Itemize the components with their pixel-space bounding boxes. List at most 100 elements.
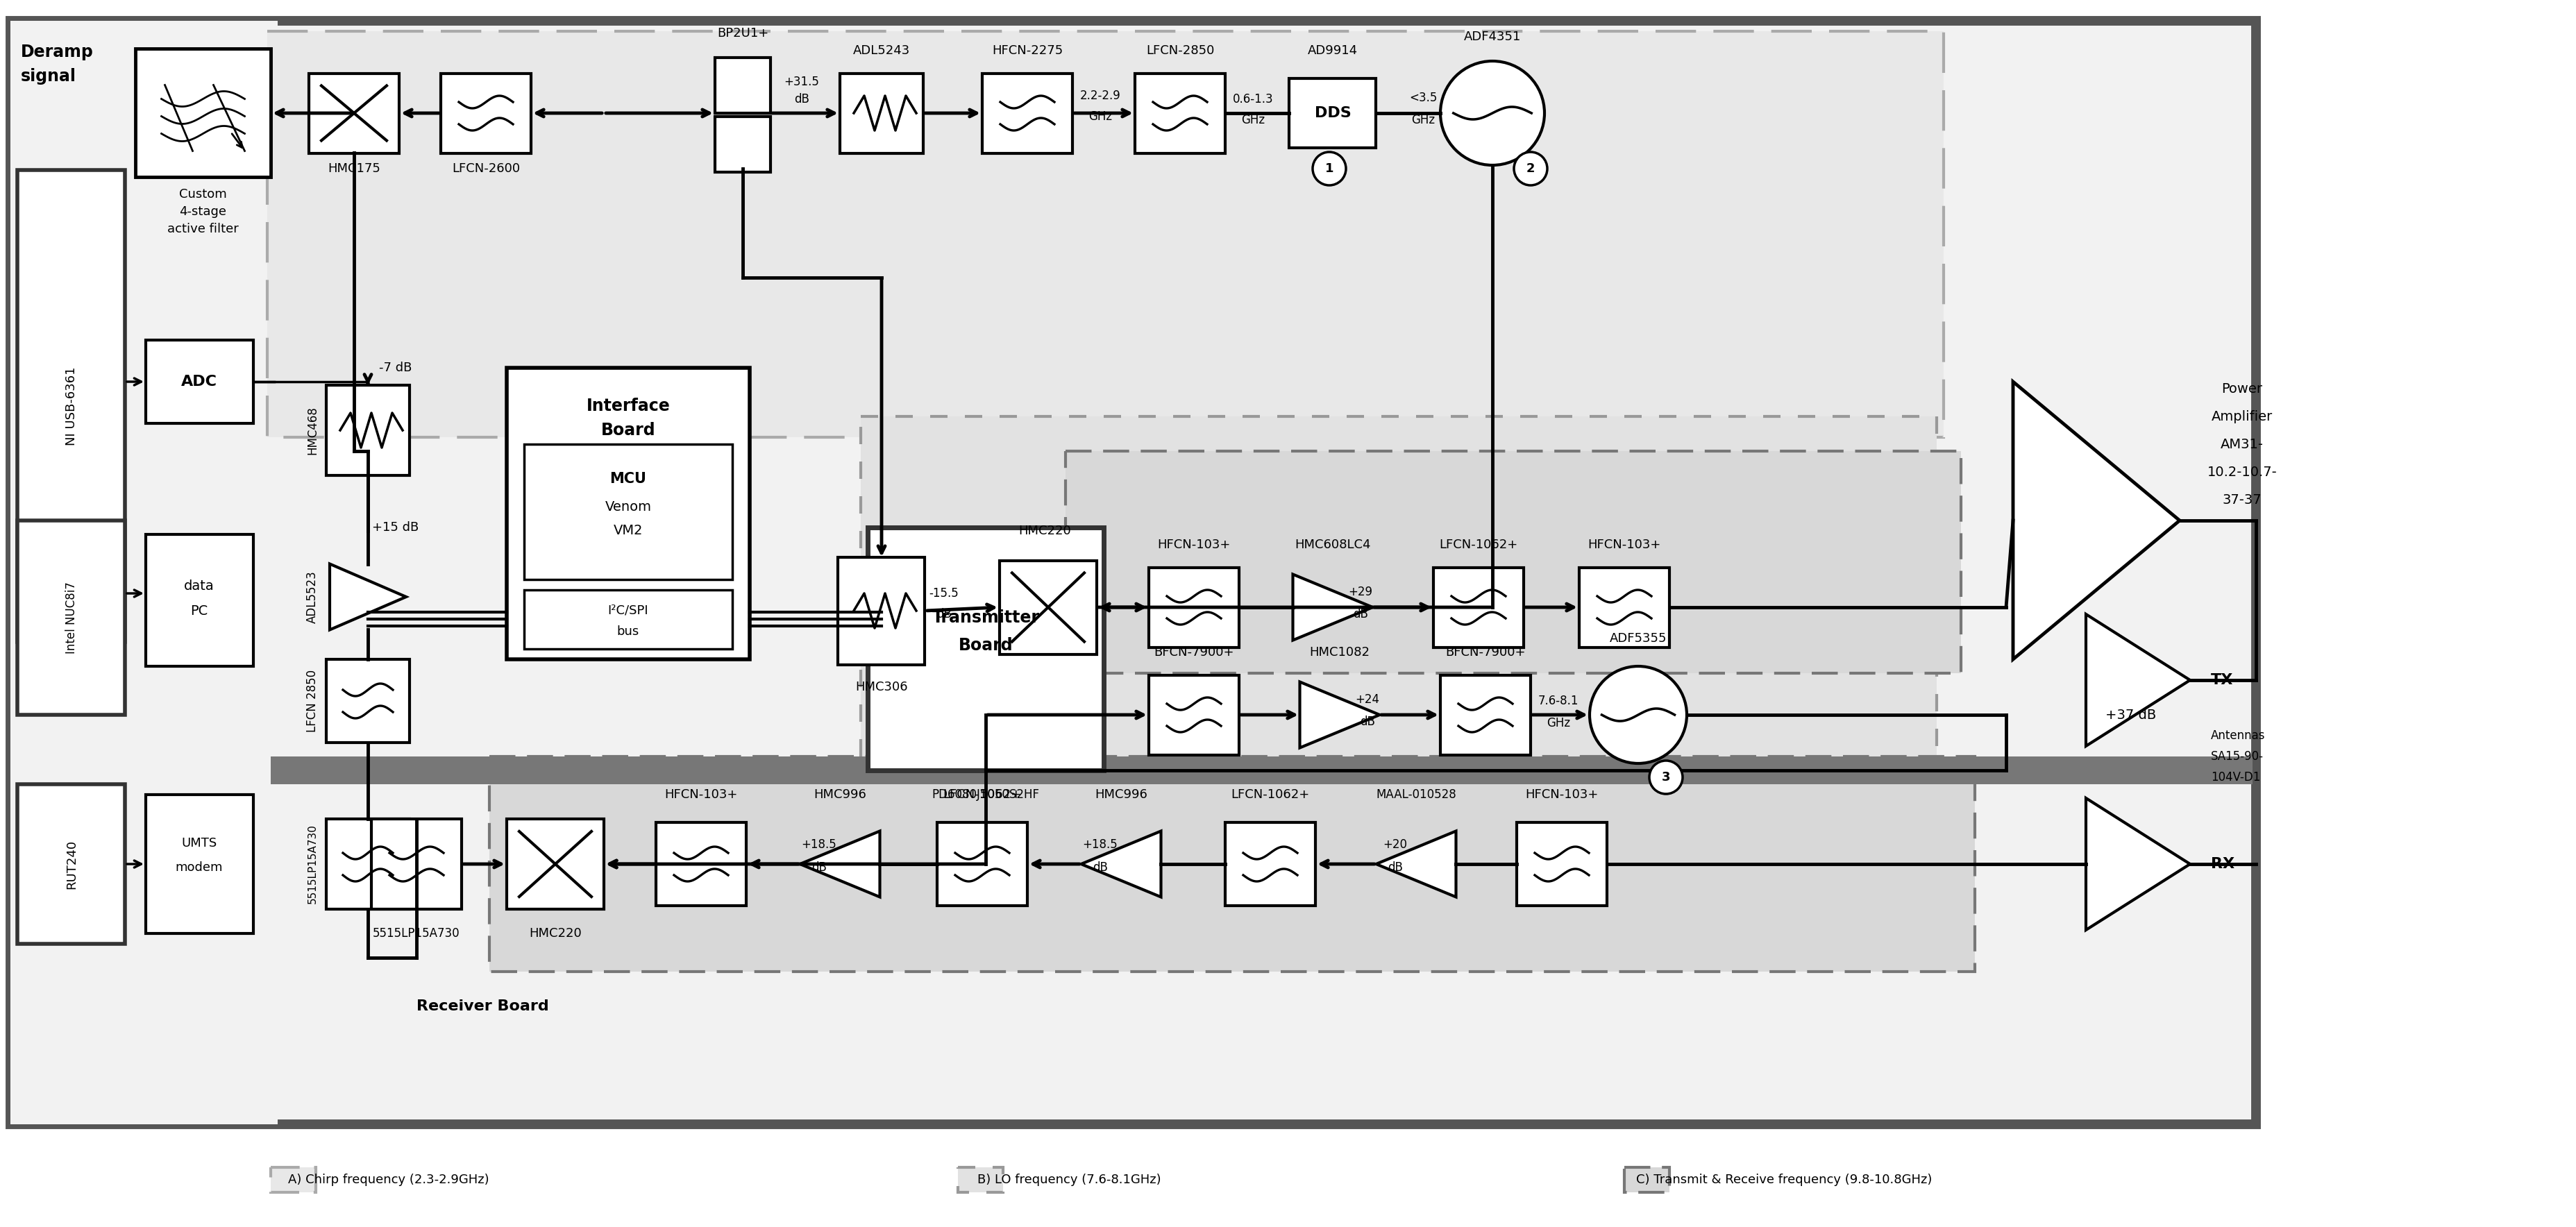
Bar xyxy=(147,340,252,423)
Text: VM2: VM2 xyxy=(613,524,644,537)
Text: signal: signal xyxy=(21,67,77,85)
Text: HMC220: HMC220 xyxy=(1018,525,1072,537)
Text: 37-37: 37-37 xyxy=(2223,493,2262,507)
Text: 2.2-2.9: 2.2-2.9 xyxy=(1079,90,1121,102)
Text: bus: bus xyxy=(616,626,639,638)
Text: +18.5: +18.5 xyxy=(1082,838,1118,850)
Polygon shape xyxy=(2087,798,2190,930)
Text: dB: dB xyxy=(811,861,827,874)
Bar xyxy=(440,74,531,153)
Text: ADF4351: ADF4351 xyxy=(1463,31,1520,43)
Text: LFCN-1062+: LFCN-1062+ xyxy=(1440,539,1517,551)
Bar xyxy=(1149,567,1239,647)
Text: HMC608LC4: HMC608LC4 xyxy=(1293,539,1370,551)
Text: -7 dB: -7 dB xyxy=(379,362,412,374)
Bar xyxy=(270,757,2251,784)
Text: GHz: GHz xyxy=(1087,110,1113,123)
Bar xyxy=(507,368,750,659)
Text: HMC220: HMC220 xyxy=(528,928,582,940)
Text: LFCN-1062+: LFCN-1062+ xyxy=(943,789,1020,801)
Text: dB: dB xyxy=(793,93,809,106)
Text: 2: 2 xyxy=(1525,162,1535,175)
Bar xyxy=(868,528,1103,771)
Bar xyxy=(958,1167,1002,1193)
Text: +24: +24 xyxy=(1355,693,1378,706)
Bar xyxy=(1288,79,1376,147)
Bar xyxy=(999,561,1097,654)
Bar xyxy=(18,520,124,715)
Bar xyxy=(938,822,1028,906)
Text: +31.5: +31.5 xyxy=(783,76,819,88)
Text: NI USB-6361: NI USB-6361 xyxy=(64,367,77,445)
Text: 0.6-1.3: 0.6-1.3 xyxy=(1231,93,1273,106)
Text: +37 dB: +37 dB xyxy=(2105,708,2156,721)
Text: PD6080J5050S2HF: PD6080J5050S2HF xyxy=(933,789,1038,801)
Text: +29: +29 xyxy=(1347,585,1373,599)
Text: C) Transmit & Receive frequency (9.8-10.8GHz): C) Transmit & Receive frequency (9.8-10.… xyxy=(1636,1173,1932,1187)
Polygon shape xyxy=(2087,615,2190,746)
Bar xyxy=(10,21,2257,1124)
Text: I²C/SPI: I²C/SPI xyxy=(608,605,649,617)
Bar xyxy=(1623,1167,1669,1193)
Circle shape xyxy=(1515,152,1546,185)
Circle shape xyxy=(1589,666,1687,763)
Bar xyxy=(327,659,410,742)
Text: Deramp: Deramp xyxy=(21,44,93,60)
Text: HMC468: HMC468 xyxy=(307,406,319,454)
Text: LFCN-1062+: LFCN-1062+ xyxy=(1231,789,1309,801)
Text: Power: Power xyxy=(2221,382,2262,395)
Polygon shape xyxy=(1298,682,1378,747)
Text: RX: RX xyxy=(2210,858,2233,871)
Text: 10.2-10.7-: 10.2-10.7- xyxy=(2208,465,2277,479)
Circle shape xyxy=(1649,761,1682,794)
Text: LFCN-2850: LFCN-2850 xyxy=(1146,44,1213,56)
Bar xyxy=(371,818,461,909)
Text: 1: 1 xyxy=(1324,162,1334,175)
Text: BP2U1+: BP2U1+ xyxy=(716,27,768,39)
Bar xyxy=(489,757,1973,972)
Text: Transmitter: Transmitter xyxy=(933,610,1038,626)
Text: dB: dB xyxy=(1388,861,1401,874)
Polygon shape xyxy=(1293,574,1373,640)
Bar xyxy=(1440,675,1530,755)
Text: HMC306: HMC306 xyxy=(855,681,907,693)
Circle shape xyxy=(1311,152,1345,185)
Bar xyxy=(1224,822,1316,906)
Bar xyxy=(268,31,1942,437)
Text: PC: PC xyxy=(191,604,209,617)
Bar xyxy=(1432,567,1522,647)
Text: Board: Board xyxy=(600,422,654,438)
Bar xyxy=(714,58,770,113)
Text: HMC996: HMC996 xyxy=(1095,789,1146,801)
Text: Venom: Venom xyxy=(605,501,652,513)
Bar xyxy=(657,822,747,906)
Text: 104V-D1: 104V-D1 xyxy=(2210,771,2259,784)
Bar xyxy=(10,21,278,1124)
Circle shape xyxy=(1440,61,1543,166)
Text: +20: +20 xyxy=(1383,838,1406,850)
Text: HMC1082: HMC1082 xyxy=(1309,647,1370,659)
Text: Receiver Board: Receiver Board xyxy=(417,999,549,1014)
Text: +18.5: +18.5 xyxy=(801,838,837,850)
Bar xyxy=(270,1167,317,1193)
Text: BFCN-7900+: BFCN-7900+ xyxy=(1154,647,1234,659)
Text: 7.6-8.1: 7.6-8.1 xyxy=(1538,694,1579,707)
Bar xyxy=(981,74,1072,153)
Bar xyxy=(523,444,732,579)
Text: AM31-: AM31- xyxy=(2221,438,2264,450)
Text: RUT240: RUT240 xyxy=(64,839,77,888)
Bar xyxy=(1066,452,1960,674)
Text: data: data xyxy=(183,580,214,593)
Text: LFCN 2850: LFCN 2850 xyxy=(307,670,319,733)
Bar xyxy=(837,557,925,665)
Text: HFCN-103+: HFCN-103+ xyxy=(665,789,737,801)
Bar xyxy=(327,385,410,475)
Text: dB: dB xyxy=(1092,861,1108,874)
Text: <3.5: <3.5 xyxy=(1409,92,1437,104)
Text: 5515LP15A730: 5515LP15A730 xyxy=(374,928,461,940)
Text: UMTS: UMTS xyxy=(180,837,216,849)
Text: HFCN-2275: HFCN-2275 xyxy=(992,44,1061,56)
Text: 5515LP15A730: 5515LP15A730 xyxy=(307,825,317,904)
Bar xyxy=(147,795,252,934)
Text: HMC996: HMC996 xyxy=(814,789,866,801)
